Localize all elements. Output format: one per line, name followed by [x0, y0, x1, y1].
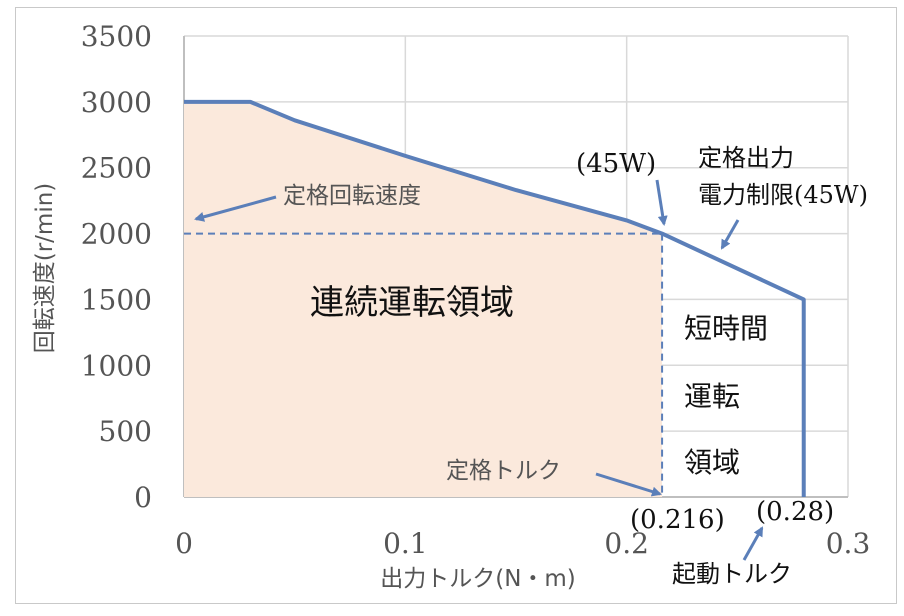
short-region-label-3: 領域: [684, 446, 740, 479]
short-region-label-2: 運転: [684, 380, 740, 413]
y-tick-labels: 0 500 1000 1500 2000 2500 3000 3500: [81, 20, 152, 514]
y-tick-label: 3000: [81, 86, 152, 119]
starting-torque-label: 起動トルク: [672, 560, 792, 588]
starting-torque-value: (0.28): [756, 497, 834, 527]
y-tick-label: 1000: [81, 349, 152, 382]
power-limit-arrow: [720, 219, 740, 250]
y-tick-label: 500: [99, 415, 152, 448]
x-tick-label: 0.1: [383, 527, 428, 560]
y-tick-label: 1500: [81, 283, 152, 316]
continuous-region-fill: [184, 101, 663, 497]
x-axis-label: 出力トルク(N・m): [380, 566, 576, 592]
starting-torque-arrow: [742, 526, 764, 561]
rated-torque-value: (0.216): [630, 505, 725, 535]
y-tick-label: 0: [134, 481, 152, 514]
rated-point-label: (45W): [576, 149, 656, 179]
rated-point-arrow: [655, 179, 668, 226]
rated-torque-arrow: [595, 472, 662, 497]
y-axis-label: 回転速度(r/min): [32, 183, 58, 354]
x-tick-label: 0.2: [604, 527, 649, 560]
x-tick-label: 0.3: [826, 527, 871, 560]
rated-speed-label: 定格回転速度: [283, 183, 421, 209]
x-tick-labels: 0 0.1 0.2 0.3: [175, 527, 870, 560]
y-tick-label: 2500: [81, 152, 152, 185]
rated-speed-arrow: [194, 195, 277, 222]
rated-torque-label: 定格トルク: [446, 458, 561, 484]
x-tick-label: 0: [175, 527, 193, 560]
y-tick-label: 2000: [81, 218, 152, 251]
power-limit-label-2: 電力制限(45W): [698, 181, 868, 209]
power-limit-label-1: 定格出力: [698, 144, 794, 172]
short-region-label-1: 短時間: [684, 312, 768, 345]
continuous-region-label: 連続運転領域: [310, 283, 514, 323]
speed-torque-curve: [184, 99, 806, 497]
y-tick-label: 3500: [81, 20, 152, 53]
